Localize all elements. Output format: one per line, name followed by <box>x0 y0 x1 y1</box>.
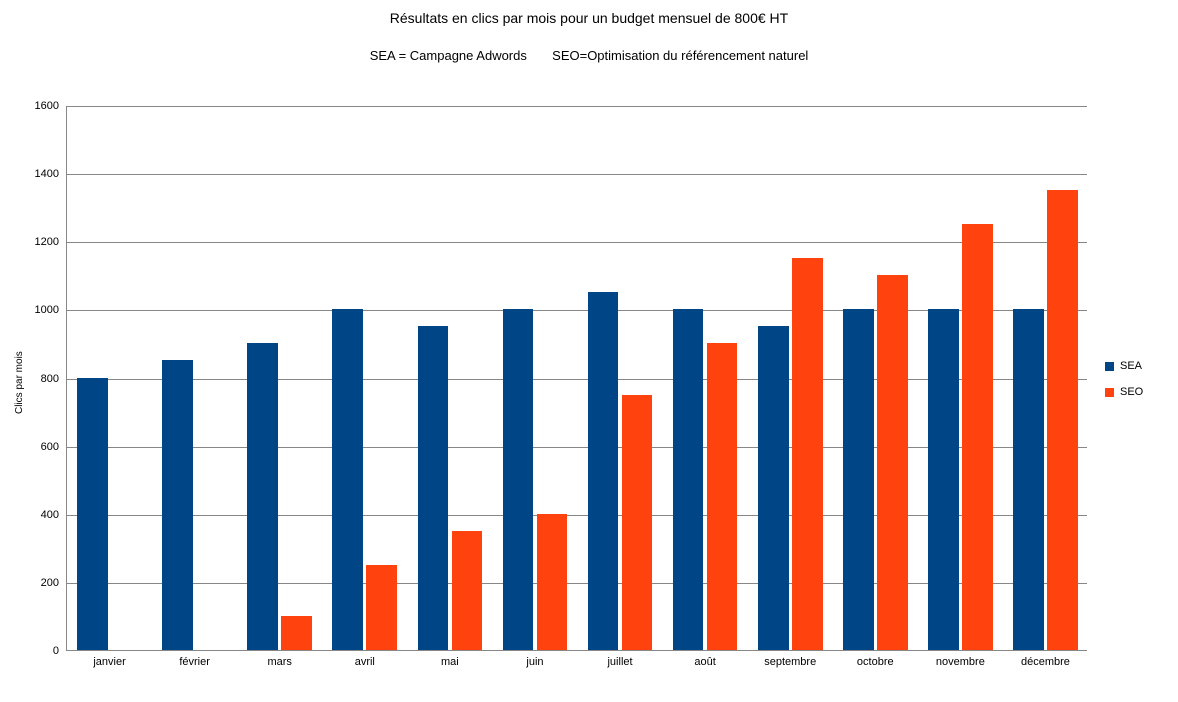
chart-subtitle: SEA = Campagne Adwords SEO=Optimisation … <box>0 48 1178 63</box>
bar <box>673 309 704 650</box>
plot-area: 02004006008001000120014001600janvierfévr… <box>66 106 1087 651</box>
gridline <box>67 242 1087 243</box>
x-tick-label: octobre <box>857 650 894 668</box>
x-tick-label: novembre <box>936 650 985 668</box>
bar <box>1047 190 1078 650</box>
x-tick-label: août <box>694 650 715 668</box>
bar <box>503 309 534 650</box>
legend-item: SEA <box>1105 360 1143 372</box>
x-tick-label: février <box>179 650 210 668</box>
gridline <box>67 106 1087 107</box>
y-tick-label: 200 <box>41 577 67 589</box>
x-tick-label: avril <box>355 650 375 668</box>
y-axis-label: Clics par mois <box>14 351 25 414</box>
bar <box>622 395 653 650</box>
bar <box>792 258 823 650</box>
bar <box>877 275 908 650</box>
y-tick-label: 1200 <box>35 236 67 248</box>
bar <box>366 565 397 650</box>
y-tick-label: 1400 <box>35 168 67 180</box>
bar <box>962 224 993 650</box>
x-tick-label: janvier <box>93 650 125 668</box>
y-tick-label: 0 <box>53 645 67 657</box>
bar <box>1013 309 1044 650</box>
bar <box>77 378 108 651</box>
x-tick-label: septembre <box>764 650 816 668</box>
bar <box>758 326 789 650</box>
x-tick-label: juin <box>526 650 543 668</box>
legend-swatch <box>1105 388 1114 397</box>
legend-label: SEA <box>1120 360 1142 372</box>
legend-swatch <box>1105 362 1114 371</box>
bar <box>332 309 363 650</box>
gridline <box>67 174 1087 175</box>
x-tick-label: mai <box>441 650 459 668</box>
bar <box>247 343 278 650</box>
legend-label: SEO <box>1120 386 1143 398</box>
y-tick-label: 400 <box>41 509 67 521</box>
y-tick-label: 1000 <box>35 304 67 316</box>
chart-title: Résultats en clics par mois pour un budg… <box>0 10 1178 26</box>
y-tick-label: 1600 <box>35 100 67 112</box>
bar <box>843 309 874 650</box>
x-tick-label: mars <box>267 650 291 668</box>
x-tick-label: juillet <box>607 650 632 668</box>
bar <box>418 326 449 650</box>
y-tick-label: 600 <box>41 441 67 453</box>
bar <box>452 531 483 650</box>
chart-root: Résultats en clics par mois pour un budg… <box>0 0 1178 702</box>
x-tick-label: décembre <box>1021 650 1070 668</box>
legend-item: SEO <box>1105 386 1143 398</box>
bar <box>707 343 738 650</box>
bar <box>537 514 568 650</box>
bar <box>928 309 959 650</box>
legend: SEA SEO <box>1105 360 1143 398</box>
bar <box>162 360 193 650</box>
bar <box>281 616 312 650</box>
bar <box>588 292 619 650</box>
y-tick-label: 800 <box>41 373 67 385</box>
